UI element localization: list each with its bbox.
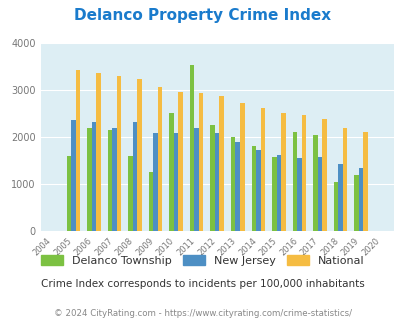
Bar <box>149 172 153 231</box>
Bar <box>333 182 337 231</box>
Bar <box>214 133 219 231</box>
Bar <box>153 133 158 231</box>
Bar <box>117 76 121 231</box>
Bar <box>256 150 260 231</box>
Bar <box>75 70 80 231</box>
Bar <box>280 113 285 231</box>
Bar <box>353 175 358 231</box>
Bar <box>107 130 112 231</box>
Bar <box>362 132 367 231</box>
Bar <box>235 142 239 231</box>
Bar <box>321 118 326 231</box>
Bar <box>112 128 117 231</box>
Bar <box>137 79 141 231</box>
Bar <box>219 96 224 231</box>
Bar <box>71 119 75 231</box>
Bar <box>230 137 235 231</box>
Bar <box>301 115 305 231</box>
Bar <box>132 122 137 231</box>
Bar <box>312 135 317 231</box>
Bar <box>292 132 296 231</box>
Bar <box>260 108 264 231</box>
Bar <box>276 155 280 231</box>
Bar <box>271 157 276 231</box>
Bar <box>92 122 96 231</box>
Bar <box>358 168 362 231</box>
Text: Delanco Property Crime Index: Delanco Property Crime Index <box>74 8 331 23</box>
Bar <box>87 128 92 231</box>
Bar <box>173 133 178 231</box>
Bar <box>194 128 198 231</box>
Bar <box>66 156 71 231</box>
Bar <box>190 65 194 231</box>
Bar <box>178 92 183 231</box>
Text: © 2024 CityRating.com - https://www.cityrating.com/crime-statistics/: © 2024 CityRating.com - https://www.city… <box>54 309 351 317</box>
Bar <box>342 128 346 231</box>
Bar <box>239 103 244 231</box>
Bar <box>198 93 203 231</box>
Bar <box>337 164 342 231</box>
Bar <box>128 156 132 231</box>
Bar <box>169 114 173 231</box>
Bar <box>251 147 256 231</box>
Bar <box>96 73 100 231</box>
Legend: Delanco Township, New Jersey, National: Delanco Township, New Jersey, National <box>38 251 367 269</box>
Bar <box>158 87 162 231</box>
Text: Crime Index corresponds to incidents per 100,000 inhabitants: Crime Index corresponds to incidents per… <box>41 279 364 289</box>
Bar <box>296 158 301 231</box>
Bar <box>210 125 214 231</box>
Bar <box>317 157 321 231</box>
